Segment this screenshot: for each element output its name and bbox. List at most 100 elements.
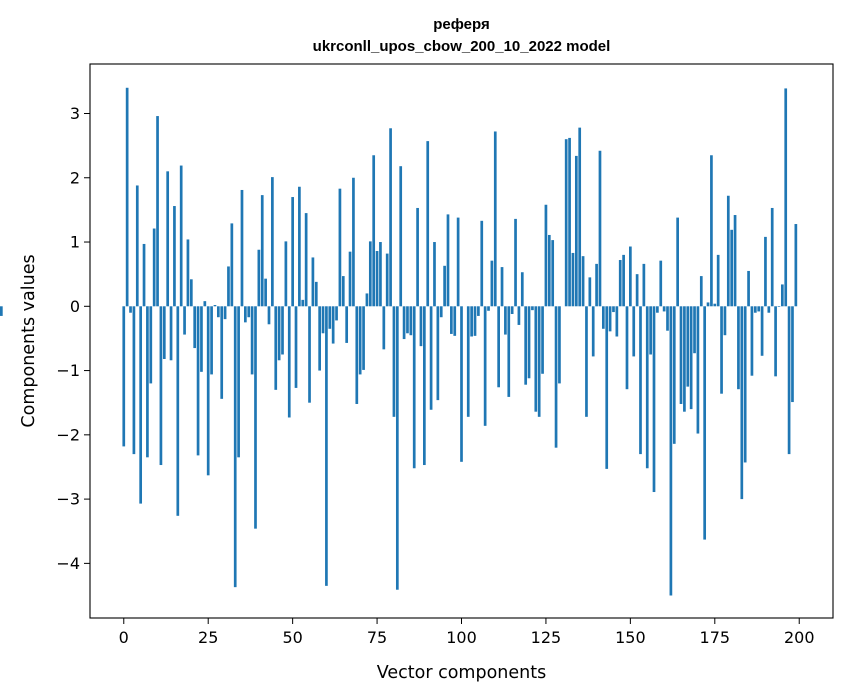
bar-156	[649, 306, 652, 355]
bar-81	[395, 306, 399, 590]
bar-71	[362, 306, 365, 370]
y-tick-label: 1	[70, 233, 80, 252]
bar-152	[635, 274, 639, 307]
bar-182	[737, 306, 740, 390]
bar-155	[645, 306, 649, 469]
bar-58	[318, 306, 321, 371]
bar-68	[352, 177, 355, 307]
bar-169	[693, 306, 696, 354]
bar-65	[341, 276, 345, 307]
bar-97	[450, 306, 453, 334]
bar-45	[274, 306, 278, 390]
bar-197	[787, 306, 791, 455]
bar-93	[436, 306, 440, 401]
y-axis-label: Components values	[19, 254, 39, 427]
bar-63	[335, 306, 338, 321]
bar-89	[423, 306, 426, 466]
bar-151	[632, 306, 636, 357]
bar-128	[554, 306, 558, 448]
bar-104	[473, 306, 477, 336]
bar-119	[524, 306, 528, 385]
bar-172	[703, 306, 707, 540]
bar-192	[770, 207, 774, 307]
bar-135	[578, 127, 582, 307]
y-tick-label: −1	[56, 361, 80, 380]
bar-96	[446, 214, 450, 307]
bar-188	[757, 306, 761, 312]
bar-102	[466, 306, 470, 417]
x-axis-label: Vector components	[377, 663, 546, 683]
bar-4	[135, 185, 139, 307]
x-tick-label: 75	[367, 628, 387, 647]
x-tick-label: 25	[198, 628, 218, 647]
bar-85	[409, 306, 413, 336]
bar-74	[372, 155, 376, 307]
bar-64	[338, 188, 342, 307]
bar-1	[125, 87, 129, 307]
bar-88	[419, 306, 423, 347]
bar-27	[213, 305, 217, 307]
bar-42	[264, 278, 267, 307]
bar-121	[531, 306, 534, 311]
bar-114	[507, 306, 511, 397]
bar-47	[281, 306, 284, 355]
bar-2	[129, 306, 132, 313]
bar-0	[122, 306, 126, 447]
bar-90	[426, 141, 430, 307]
plot-frame	[89, 63, 834, 619]
bar-14	[169, 306, 173, 361]
bar-15	[173, 206, 176, 307]
bar-175	[713, 303, 717, 307]
bar-51	[294, 306, 298, 388]
bar-148	[622, 254, 625, 307]
bar-164	[676, 217, 679, 307]
bar-124	[541, 306, 544, 374]
bar-105	[477, 306, 480, 316]
bar-86	[412, 306, 416, 469]
bar-194	[777, 306, 781, 307]
bar-171	[699, 276, 703, 307]
bar-32	[230, 223, 234, 307]
bar-176	[716, 254, 720, 307]
bar-7	[146, 306, 149, 458]
y-tick-label: −4	[56, 554, 80, 573]
bar-98	[453, 306, 457, 336]
bar-30	[223, 306, 227, 320]
bar-40	[257, 249, 261, 307]
bar-149	[625, 306, 629, 390]
bar-87	[416, 207, 419, 307]
bar-199	[794, 224, 798, 307]
bar-116	[514, 218, 517, 307]
bar-144	[608, 306, 612, 332]
bar-83	[402, 306, 406, 340]
bar-162	[669, 306, 673, 596]
bar-126	[547, 234, 551, 307]
bar-21	[193, 306, 197, 349]
bar-132	[568, 137, 571, 307]
bar-187	[753, 306, 757, 313]
bar-69	[355, 306, 359, 404]
x-tick-label: 150	[615, 628, 646, 647]
bar-154	[642, 263, 646, 307]
bar-131	[564, 139, 568, 307]
bar-118	[520, 272, 524, 307]
bar-54	[304, 213, 308, 307]
bar-117	[517, 306, 521, 325]
bar-170	[696, 306, 700, 434]
bar-159	[659, 260, 663, 307]
bar-70	[358, 306, 362, 375]
bar-123	[537, 306, 541, 417]
bar-8	[149, 306, 153, 384]
bar-series	[0, 87, 798, 596]
bar-189	[760, 306, 764, 356]
bar-3	[132, 306, 136, 455]
bar-165	[679, 306, 683, 404]
bar-11	[159, 306, 163, 466]
bar-122	[534, 306, 538, 412]
bar-6	[142, 243, 146, 307]
bar-79	[389, 128, 392, 307]
bar-106	[480, 220, 484, 307]
chart-subtitle: ukrconll_upos_cbow_200_10_2022 model	[313, 38, 611, 55]
bar-82	[399, 166, 403, 307]
bar-13	[166, 171, 170, 307]
